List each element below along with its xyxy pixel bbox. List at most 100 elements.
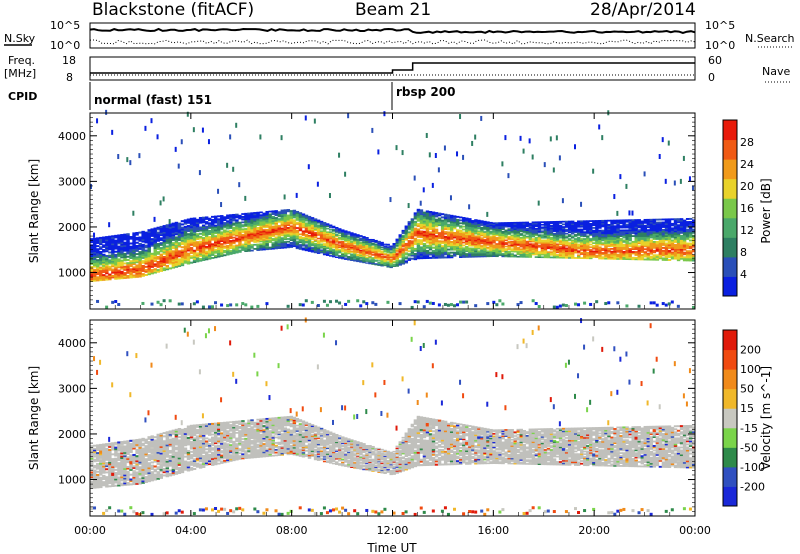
echo-cell <box>344 247 348 249</box>
echo-cell <box>220 234 224 237</box>
echo-cell <box>280 220 284 223</box>
echo-cell <box>667 218 672 221</box>
echo-cell <box>449 247 454 250</box>
echo-cell <box>362 251 366 253</box>
echo-cell <box>307 223 312 226</box>
echo-cell <box>147 271 151 274</box>
echo-cell <box>105 247 109 250</box>
echo-cell <box>664 234 669 237</box>
echo-cell <box>102 264 106 267</box>
echo-cell <box>247 233 251 236</box>
echo-cell <box>468 225 472 227</box>
echo-cell <box>265 231 269 234</box>
echo-cell <box>416 255 421 258</box>
echo-cell <box>204 253 209 256</box>
echo-cell <box>528 249 533 252</box>
echo-cell <box>595 232 599 235</box>
echo-cell <box>604 245 608 247</box>
echo-cell <box>570 248 575 251</box>
echo-cell <box>123 246 127 249</box>
echo-cell <box>392 248 396 250</box>
echo-cell <box>598 225 602 228</box>
echo-cell <box>543 221 548 223</box>
echo-cell <box>362 245 366 247</box>
echo-cell <box>168 242 173 246</box>
echo-cell <box>147 255 151 258</box>
echo-cell <box>670 251 675 254</box>
echo-cell <box>543 253 548 256</box>
echo-cell <box>628 222 632 225</box>
echo-cell <box>586 253 590 255</box>
echo-cell <box>174 223 179 226</box>
echo-cell <box>577 225 581 228</box>
echo-cell <box>301 234 306 237</box>
echo-cell <box>613 256 617 259</box>
echo-cell <box>598 252 602 254</box>
echo-cell <box>114 268 118 271</box>
echo-cell <box>416 215 421 219</box>
echo-cell <box>495 255 499 258</box>
echo-cell <box>398 237 402 240</box>
echo-cell <box>235 227 239 230</box>
echo-cell <box>652 238 657 240</box>
echo-cell <box>301 230 306 233</box>
echo-cell <box>174 260 179 263</box>
echo-cell <box>250 217 254 220</box>
echo-cell <box>108 240 112 243</box>
echo-cell <box>658 235 663 237</box>
echo-cell <box>480 239 484 242</box>
echo-cell <box>374 248 378 251</box>
echo-cell <box>601 247 605 250</box>
echo-cell <box>446 228 451 231</box>
echo-cell <box>555 220 560 223</box>
echo-cell <box>670 256 675 259</box>
echo-cell <box>310 232 315 234</box>
echo-cell <box>513 247 517 249</box>
echo-cell <box>649 220 654 223</box>
noise-cell <box>498 299 502 303</box>
echo-cell <box>141 237 145 240</box>
echo-cell <box>431 218 436 221</box>
echo-cell <box>386 248 390 251</box>
echo-cell <box>613 257 617 260</box>
echo-cell <box>120 253 124 256</box>
echo-cell <box>613 250 617 253</box>
echo-cell <box>495 239 499 242</box>
echo-cell <box>637 235 641 237</box>
echo-cell <box>567 222 572 224</box>
echo-cell <box>661 242 666 245</box>
echo-cell <box>604 231 608 233</box>
echo-cell <box>395 242 399 244</box>
echo-cell <box>398 240 402 243</box>
echo-cell <box>117 274 121 277</box>
echo-cell <box>322 253 327 256</box>
echo-cell <box>156 270 160 273</box>
echo-cell <box>543 240 548 243</box>
echo-cell <box>492 233 496 236</box>
echo-cell <box>207 229 212 232</box>
echo-cell <box>453 227 457 230</box>
echo-cell <box>268 232 272 235</box>
echo-cell <box>386 252 390 254</box>
echo-cell <box>347 248 351 251</box>
echo-cell <box>262 219 266 222</box>
echo-cell <box>123 236 127 239</box>
noise-cell <box>667 302 671 306</box>
echo-cell <box>162 256 167 259</box>
echo-cell <box>274 236 278 239</box>
echo-cell <box>401 234 405 237</box>
echo-cell <box>516 234 520 237</box>
echo-cell <box>555 240 560 243</box>
echo-cell <box>153 234 157 237</box>
echo-cell <box>371 248 375 250</box>
echo-cell <box>643 245 647 248</box>
echo-cell <box>549 256 554 259</box>
echo-cell <box>123 267 127 270</box>
echo-cell <box>504 251 508 254</box>
echo-cell <box>374 254 378 256</box>
echo-cell <box>353 240 357 242</box>
echo-cell <box>425 217 430 220</box>
echo-cell <box>150 257 154 260</box>
scatter-cell <box>471 140 474 146</box>
echo-cell <box>616 225 620 228</box>
